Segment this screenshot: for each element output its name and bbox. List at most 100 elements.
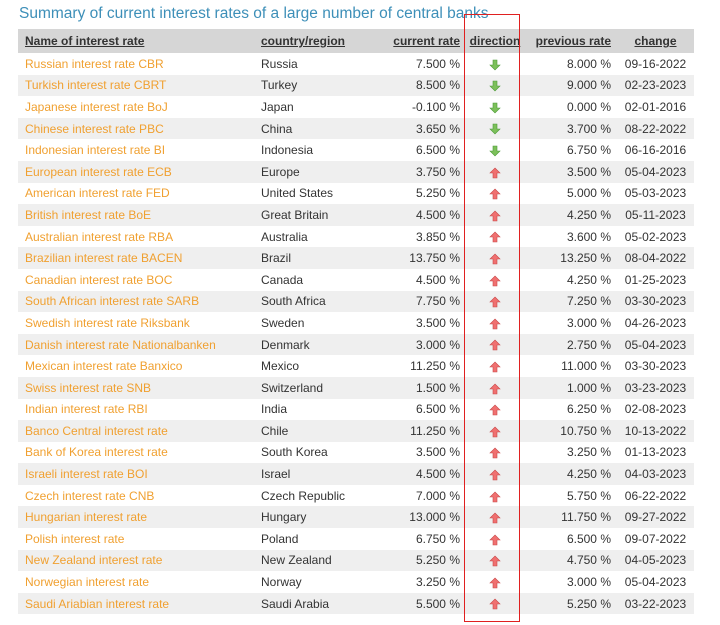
rate-name-link[interactable]: Danish interest rate Nationalbanken	[25, 337, 216, 352]
rate-name-link[interactable]: Australian interest rate RBA	[25, 229, 174, 244]
rate-name-link[interactable]: Czech interest rate CNB	[25, 488, 155, 503]
current-rate-cell: 7.750 %	[373, 290, 466, 313]
direction-cell	[466, 139, 524, 161]
rate-name-cell: Saudi Ariabian interest rate	[18, 592, 255, 615]
rate-name-cell: Danish interest rate Nationalbanken	[18, 333, 255, 356]
down-arrow-icon	[489, 145, 501, 157]
table-row: Swiss interest rate SNB Switzerland 1.500 …	[18, 376, 694, 399]
change-date-cell: 01-13-2023	[624, 445, 687, 460]
table-row: Chinese interest rate PBC China 3.650 % 3.7…	[18, 117, 694, 140]
rate-name-link[interactable]: Japanese interest rate BoJ	[25, 99, 168, 114]
direction-cell	[466, 204, 524, 226]
up-arrow-icon	[489, 188, 501, 200]
up-arrow-icon	[489, 447, 501, 459]
rate-name-link[interactable]: Norwegian interest rate	[25, 575, 150, 590]
rate-name-link[interactable]: Brazilian interest rate BACEN	[25, 251, 183, 266]
rate-name-cell: Japanese interest rate BoJ	[18, 96, 255, 118]
rate-name-link[interactable]: Banco Central interest rate	[25, 423, 168, 438]
up-arrow-icon	[489, 512, 501, 524]
rate-name-cell: New Zealand interest rate	[18, 549, 255, 572]
rate-name-link[interactable]: Indonesian interest rate BI	[25, 143, 166, 158]
previous-rate-cell: 7.250 %	[524, 290, 617, 313]
previous-rate-cell: 3.700 %	[524, 117, 617, 140]
previous-rate-cell: 4.250 %	[566, 272, 611, 287]
rate-name-link[interactable]: South African interest rate SARB	[25, 294, 200, 309]
rate-name-cell: South African interest rate SARB	[18, 290, 255, 313]
rate-name-link[interactable]: Indian interest rate RBI	[25, 402, 148, 417]
country-cell: Mexico	[261, 359, 300, 374]
rate-name-link[interactable]: Canadian interest rate BOC	[25, 272, 173, 287]
current-rate-cell: 5.500 %	[373, 592, 466, 615]
column-header-direction[interactable]: direction	[466, 29, 524, 53]
rate-name-link[interactable]: New Zealand interest rate	[25, 553, 163, 568]
rate-name-cell: Swiss interest rate SNB	[18, 376, 255, 399]
previous-rate-cell: 5.250 %	[524, 592, 617, 615]
current-rate-cell: 3.750 %	[373, 160, 466, 183]
column-header-current-rate[interactable]: current rate	[373, 29, 466, 53]
change-date-cell: 10-13-2022	[617, 420, 694, 442]
rate-name-link[interactable]: British interest rate BoE	[25, 207, 152, 222]
rate-name-link[interactable]: Chinese interest rate PBC	[25, 121, 164, 136]
table-row: Russian interest rate CBR Russia 7.500 % 8.…	[18, 53, 694, 75]
rate-name-link[interactable]: Bank of Korea interest rate	[25, 445, 168, 460]
previous-rate-cell: 8.000 %	[566, 56, 611, 71]
column-header-change[interactable]: change	[617, 29, 694, 53]
current-rate-cell: 3.500 %	[415, 445, 460, 460]
previous-rate-cell: 3.000 %	[566, 315, 611, 330]
current-rate-cell: 4.500 %	[373, 204, 466, 226]
change-date-cell: 09-07-2022	[624, 531, 687, 546]
rate-name-link[interactable]: Turkish interest rate CBRT	[25, 78, 167, 93]
current-rate-cell: 1.500 %	[373, 376, 466, 399]
rate-name-link[interactable]: Hungarian interest rate	[25, 510, 148, 525]
direction-cell	[466, 528, 524, 550]
direction-cell	[466, 226, 524, 248]
current-rate-cell: 5.250 %	[373, 549, 466, 572]
direction-cell	[466, 355, 524, 377]
change-date-cell: 02-23-2023	[617, 74, 694, 97]
previous-rate-cell: 9.000 %	[524, 74, 617, 97]
change-date-cell: 03-23-2023	[617, 376, 694, 399]
change-date-cell: 04-03-2023	[617, 463, 694, 485]
rate-name-cell: Czech interest rate CNB	[18, 485, 255, 507]
table-row: New Zealand interest rate New Zealand 5.25…	[18, 549, 694, 572]
column-header-country[interactable]: country/region	[255, 29, 373, 53]
table-row: British interest rate BoE Great Britain 4.…	[18, 204, 694, 226]
direction-cell	[466, 183, 524, 205]
direction-cell	[466, 506, 524, 529]
current-rate-cell: 3.650 %	[373, 117, 466, 140]
rate-name-link[interactable]: Swiss interest rate SNB	[25, 380, 152, 395]
rate-name-link[interactable]: Israeli interest rate BOI	[25, 467, 148, 482]
rate-name-cell: Indonesian interest rate BI	[18, 139, 255, 161]
rate-name-link[interactable]: Polish interest rate	[25, 531, 125, 546]
rate-name-link[interactable]: European interest rate ECB	[25, 164, 172, 179]
change-date-cell: 03-22-2023	[617, 592, 694, 615]
rate-name-link[interactable]: Saudi Ariabian interest rate	[25, 596, 170, 611]
rate-name-cell: Canadian interest rate BOC	[18, 269, 255, 291]
country-cell: Sweden	[261, 315, 305, 330]
country-cell: Great Britain	[255, 204, 373, 226]
up-arrow-icon	[489, 469, 501, 481]
country-cell: Israel	[255, 463, 373, 485]
country-cell: Chile	[255, 420, 373, 442]
previous-rate-cell: 6.250 %	[566, 402, 611, 417]
previous-rate-cell: 5.750 %	[566, 488, 611, 503]
country-cell: Australia	[261, 229, 308, 244]
rate-name-link[interactable]: Mexican interest rate Banxico	[25, 359, 183, 374]
up-arrow-icon	[489, 577, 501, 589]
table-row: Indian interest rate RBI India 6.500 % 6.25…	[18, 399, 694, 421]
up-arrow-icon	[489, 339, 501, 351]
previous-rate-cell: 11.750 %	[524, 506, 617, 529]
column-header-previous-rate[interactable]: previous rate	[524, 29, 617, 53]
country-cell: United States	[261, 186, 334, 201]
rate-name-link[interactable]: Swedish interest rate Riksbank	[25, 315, 190, 330]
up-arrow-icon	[489, 534, 501, 546]
up-arrow-icon	[489, 404, 501, 416]
rate-name-link[interactable]: Russian interest rate CBR	[25, 56, 164, 71]
previous-rate-cell: 4.250 %	[524, 204, 617, 226]
change-date-cell: 01-25-2023	[624, 272, 687, 287]
rate-name-link[interactable]: American interest rate FED	[25, 186, 170, 201]
table-row: Bank of Korea interest rate South Korea 3.…	[18, 442, 694, 464]
change-date-cell: 05-11-2023	[617, 204, 694, 226]
column-header-name[interactable]: Name of interest rate	[18, 29, 255, 53]
table-row: American interest rate FED United States 5…	[18, 183, 694, 205]
